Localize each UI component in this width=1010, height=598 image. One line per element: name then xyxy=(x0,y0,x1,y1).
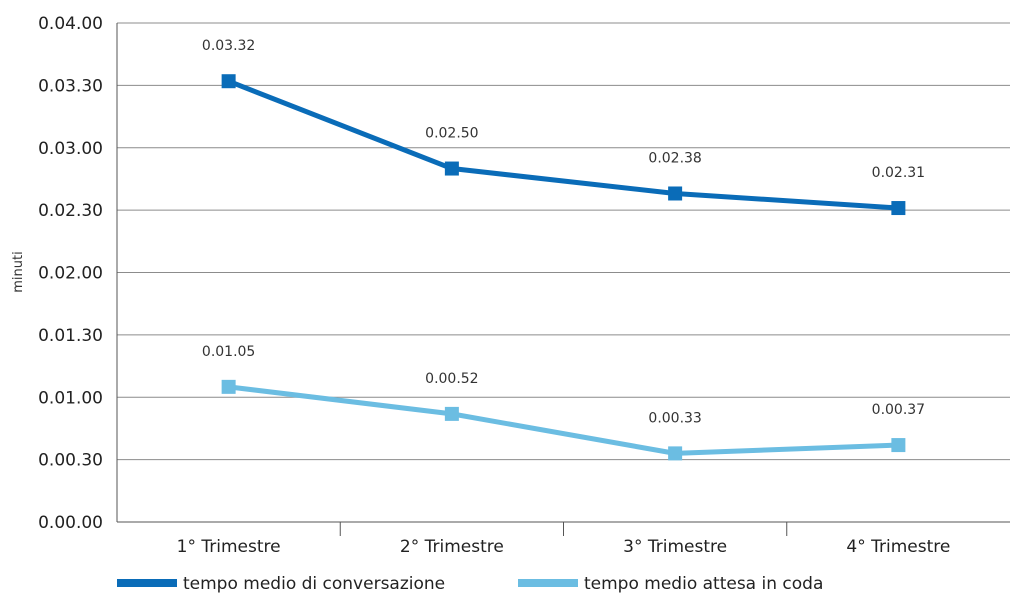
legend: tempo medio di conversazione tempo medio … xyxy=(117,574,823,594)
x-category-label: 2° Trimestre xyxy=(400,537,504,557)
gridlines xyxy=(117,22,1010,461)
data-point-marker xyxy=(444,406,459,421)
data-point-marker xyxy=(444,161,459,176)
data-label: 0.00.52 xyxy=(425,371,478,387)
y-tick-label: 0.02.30 xyxy=(38,201,103,221)
data-label: 0.02.31 xyxy=(872,165,925,181)
data-label: 0.00.37 xyxy=(872,402,925,418)
data-label: 0.02.38 xyxy=(648,150,701,166)
axes xyxy=(116,23,1010,536)
data-point-marker xyxy=(668,446,683,461)
series-line xyxy=(227,78,899,211)
y-axis-title: minuti xyxy=(11,251,26,292)
y-tick-label: 0.01.30 xyxy=(38,326,103,346)
legend-label: tempo medio attesa in coda xyxy=(584,574,823,594)
x-category-label: 4° Trimestre xyxy=(846,537,950,557)
y-tick-label: 0.02.00 xyxy=(38,264,103,284)
data-label: 0.01.05 xyxy=(202,344,255,360)
y-tick-label: 0.00.00 xyxy=(38,513,103,533)
data-point-marker xyxy=(891,201,906,216)
data-point-marker xyxy=(668,186,683,201)
legend-swatch xyxy=(117,579,177,587)
legend-swatch xyxy=(518,579,578,587)
y-tick-label: 0.03.30 xyxy=(38,76,103,96)
y-tick-label: 0.00.30 xyxy=(38,451,103,471)
y-tick-label: 0.01.00 xyxy=(38,388,103,408)
y-tick-label: 0.03.00 xyxy=(38,139,103,159)
data-label: 0.00.33 xyxy=(648,410,701,426)
data-point-marker xyxy=(891,438,906,453)
x-category-label: 3° Trimestre xyxy=(623,537,727,557)
legend-label: tempo medio di conversazione xyxy=(183,574,445,594)
x-category-label: 1° Trimestre xyxy=(177,537,281,557)
series-group: 0.03.32 0.02.50 0.02.38 0.02.31 0.01.05 0.00.… xyxy=(202,38,925,461)
y-tick-label: 0.04.00 xyxy=(38,14,103,34)
data-point-marker xyxy=(221,379,236,394)
data-point-marker xyxy=(221,74,236,89)
series-line xyxy=(228,384,899,456)
data-label: 0.02.50 xyxy=(425,126,478,142)
series-2: 0.01.05 0.00.52 0.00.33 0.00.37 xyxy=(202,344,925,461)
series-1: 0.03.32 0.02.50 0.02.38 0.02.31 xyxy=(202,38,925,216)
x-axis-categories: 1° Trimestre 2° Trimestre 3° Trimestre 4° T… xyxy=(177,537,951,557)
y-axis-ticks: 0.00.00 0.00.30 0.01.00 0.01.30 0.02.00 0.02.… xyxy=(38,14,103,533)
data-label: 0.03.32 xyxy=(202,38,255,54)
